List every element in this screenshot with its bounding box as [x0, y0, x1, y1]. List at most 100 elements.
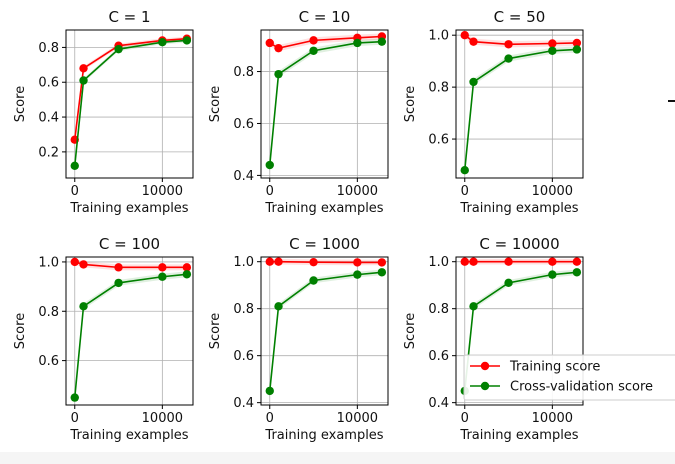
- y-tick-label: 0.6: [428, 349, 449, 364]
- series-line-training: [73, 37, 187, 140]
- x-tick-label: 0: [266, 184, 274, 199]
- y-axis-label: Score: [403, 313, 418, 349]
- y-tick-label: 1.0: [38, 255, 59, 270]
- data-point-cv: [377, 268, 387, 277]
- x-axis-label: Training examples: [69, 201, 188, 216]
- subplot-title: C = 1000: [289, 235, 360, 253]
- data-point-training: [79, 260, 88, 269]
- data-point-training: [572, 257, 582, 266]
- data-point-training: [504, 257, 513, 266]
- subplot-2: 0 10000 0.4 0.6 0.8 C = 10 Training examples Sc…: [208, 8, 389, 216]
- y-tick-label: 1.0: [233, 255, 254, 270]
- data-point-cv: [79, 302, 88, 311]
- y-tick-label: 0.6: [38, 76, 59, 91]
- data-point-training: [353, 258, 362, 267]
- axes-frame: [260, 29, 389, 179]
- data-point-cv: [504, 278, 513, 288]
- data-point-cv: [182, 36, 192, 45]
- data-point-cv: [548, 46, 557, 55]
- x-tick-label: 0: [461, 411, 469, 426]
- subplot-4: 0 10000 0.6 0.8 1.0 C = 100 Training examples S…: [13, 235, 194, 443]
- data-point-cv: [353, 270, 362, 279]
- series-line-cv: [73, 273, 187, 398]
- data-point-cv: [377, 37, 387, 46]
- data-point-training: [70, 257, 79, 267]
- data-point-cv: [460, 166, 469, 175]
- data-point-cv: [274, 302, 283, 311]
- series-line-cv: [463, 48, 577, 171]
- data-point-training: [572, 38, 582, 48]
- band-cv: [74, 271, 187, 401]
- series-line-cv: [73, 39, 187, 166]
- x-tick-label: 10000: [532, 184, 573, 199]
- data-point-cv: [265, 386, 274, 396]
- data-point-training: [460, 257, 469, 266]
- band-cv: [464, 46, 577, 174]
- data-point-cv: [572, 268, 582, 277]
- data-point-training: [274, 43, 283, 53]
- x-tick-label: 10000: [142, 184, 183, 199]
- data-point-training: [460, 30, 469, 40]
- band-training: [74, 36, 187, 142]
- subplot-grid: 0 10000 0.2 0.4 0.6 0.8 C = 1 Training examples…: [13, 8, 584, 443]
- subplot-5: 0 10000 0.4 0.6 0.8 1.0 C = 1000 Training examp…: [208, 235, 389, 443]
- data-point-training: [309, 36, 318, 45]
- subplot-6: 0 10000 0.4 0.6 0.8 1.0 C = 10000 Training exam…: [403, 235, 584, 443]
- y-tick-label: 1.0: [428, 255, 449, 270]
- x-tick-label: 10000: [337, 411, 378, 426]
- data-point-cv: [274, 69, 283, 79]
- y-tick-label: 0.6: [428, 133, 449, 148]
- data-point-cv: [158, 37, 167, 47]
- subplot-title: C = 50: [494, 8, 546, 26]
- x-tick-label: 10000: [142, 411, 183, 426]
- data-point-training: [79, 64, 88, 73]
- y-tick-label: 1.0: [428, 29, 449, 44]
- subplot-title: C = 1: [108, 8, 150, 26]
- y-axis-label: Score: [13, 86, 28, 122]
- data-point-cv: [353, 38, 362, 48]
- y-tick-label: 0.8: [233, 302, 254, 317]
- data-point-cv: [158, 272, 167, 281]
- y-tick-label: 0.6: [233, 117, 254, 132]
- y-tick-label: 0.4: [428, 396, 449, 411]
- series-line-cv: [268, 271, 382, 391]
- data-point-training: [309, 257, 318, 267]
- axes-frame: [455, 29, 584, 179]
- data-point-training: [548, 257, 557, 266]
- subplot-title: C = 100: [99, 235, 160, 253]
- x-axis-label: Training examples: [459, 201, 578, 216]
- legend-label: Cross-validation score: [510, 380, 653, 395]
- data-point-cv: [182, 270, 192, 279]
- x-axis-label: Training examples: [459, 428, 578, 443]
- y-tick-label: 0.2: [38, 145, 59, 160]
- legend: Training score Cross-validation score: [463, 354, 675, 401]
- x-tick-label: 0: [71, 411, 79, 426]
- x-tick-label: 0: [461, 184, 469, 199]
- data-point-training: [182, 263, 192, 272]
- axes-frame: [455, 256, 584, 406]
- data-point-training: [377, 258, 387, 267]
- x-tick-label: 10000: [337, 184, 378, 199]
- x-tick-label: 10000: [532, 411, 573, 426]
- x-tick-label: 0: [266, 411, 274, 426]
- y-axis-label: Score: [403, 86, 418, 122]
- band-cv: [74, 38, 187, 168]
- data-point-cv: [309, 276, 318, 285]
- data-point-cv: [79, 76, 88, 85]
- legend-swatch-marker: [480, 361, 490, 371]
- axes-frame: [65, 256, 194, 406]
- series-line-training: [269, 260, 382, 264]
- y-tick-label: 0.8: [38, 41, 59, 56]
- data-point-cv: [504, 54, 513, 63]
- legend-label: Training score: [509, 360, 600, 375]
- x-tick-label: 0: [71, 184, 79, 199]
- axes-frame: [65, 29, 194, 179]
- data-point-cv: [309, 46, 318, 55]
- y-tick-label: 0.8: [38, 305, 59, 320]
- series-line-cv: [268, 40, 382, 166]
- band-training: [464, 32, 577, 48]
- y-tick-label: 0.6: [233, 349, 254, 364]
- data-point-cv: [114, 44, 123, 54]
- data-point-training: [274, 257, 283, 266]
